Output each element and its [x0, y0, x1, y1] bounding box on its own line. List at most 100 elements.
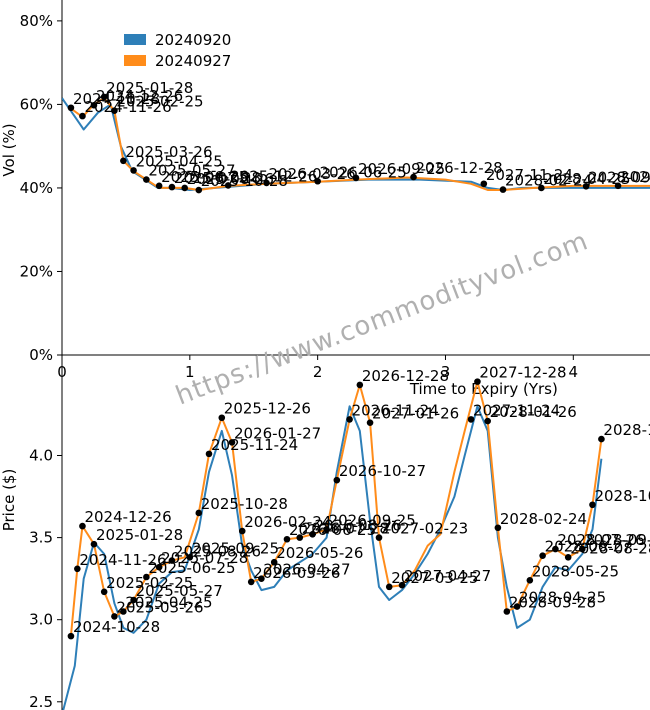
data-point-label: 2027-11-24	[473, 401, 560, 419]
data-point-label: 2028-02-24	[505, 172, 592, 190]
data-point-label: 2025-12-26	[230, 167, 317, 185]
data-point-label: 2026-07-28	[302, 520, 389, 538]
data-point	[168, 183, 176, 191]
data-point-label: 2028-06-27	[545, 538, 632, 556]
data-point	[589, 501, 596, 509]
data-point-label: 2028-04-25	[519, 589, 606, 607]
data-point-label: 2024-12-26	[84, 508, 171, 526]
data-point	[484, 417, 491, 425]
data-point-label: 2024-12-26	[96, 87, 183, 105]
y-tick-label: 40%	[20, 179, 53, 197]
data-point	[155, 182, 163, 190]
data-point	[238, 527, 246, 535]
data-point-label: 2024-10-28	[73, 618, 160, 636]
legend-swatch	[124, 34, 146, 45]
data-point	[270, 558, 278, 566]
data-point-label: 2027-11-24	[486, 166, 573, 184]
data-point-label: 2025-08-26	[187, 170, 274, 188]
y-tick-label: 3.5	[29, 529, 53, 547]
plot-area: 2024-10-28 2024-11-26 2024-12-262025-01-28…	[62, 364, 650, 710]
data-point-label: 2025-03-26	[116, 598, 203, 616]
data-point	[494, 524, 502, 532]
data-point-label: 2028-03-28	[509, 593, 596, 611]
data-point-label: 2026-12-28	[362, 367, 449, 385]
data-point	[385, 583, 393, 591]
data-point-label: 2026-05-26	[276, 544, 363, 562]
y-tick-label: 60%	[20, 95, 53, 113]
data-point	[578, 545, 586, 553]
data-point	[181, 184, 189, 192]
data-point-label: 2025-06-25	[161, 168, 248, 186]
data-point-label: 2025-07-28	[161, 549, 248, 567]
data-point	[155, 563, 163, 571]
data-point-label: 2026-09-25	[329, 511, 416, 529]
data-point-label: 2028-07-26	[557, 531, 644, 549]
data-point	[224, 182, 232, 189]
data-point	[90, 540, 98, 548]
data-point-label: 2027-02-23	[381, 520, 468, 538]
legend-label: 20240927	[155, 52, 231, 70]
data-point-label: 2028-05-25	[532, 562, 619, 580]
data-point	[375, 534, 383, 541]
data-point	[513, 603, 521, 610]
legend-swatch	[124, 55, 146, 66]
data-point-label: 2028-11-27	[603, 421, 650, 439]
data-point	[410, 173, 417, 181]
data-point-label: 2026-11-24	[352, 401, 439, 419]
data-point	[582, 182, 590, 190]
data-point	[333, 476, 341, 484]
data-point	[79, 112, 86, 120]
data-point-label: 2027-01-26	[372, 405, 459, 423]
data-point-label: 2025-01-28	[106, 79, 193, 97]
data-point	[205, 450, 213, 458]
data-point	[120, 608, 127, 615]
y-axis-label: Price ($)	[0, 469, 18, 532]
data-point	[195, 509, 203, 517]
data-point-label: 2025-12-26	[224, 400, 311, 418]
y-tick-label: 0%	[29, 346, 53, 364]
data-point-label: 2028-09-26	[584, 531, 650, 549]
data-point	[130, 596, 137, 604]
data-point	[309, 531, 316, 538]
data-point-label: 2026-06-25	[320, 163, 407, 181]
y-tick-label: 20%	[20, 262, 53, 280]
data-point	[480, 180, 488, 188]
data-point-label: 2025-02-25	[116, 93, 203, 111]
data-point	[74, 565, 81, 573]
data-point-label: 2026-10-27	[339, 462, 426, 480]
data-point	[499, 186, 507, 193]
data-point	[564, 554, 572, 561]
data-point	[90, 101, 98, 109]
data-point	[168, 557, 176, 564]
data-point	[67, 104, 75, 112]
data-point-label: 2028-01-26	[490, 403, 577, 421]
data-point	[143, 176, 150, 183]
data-point-label: 2027-03-25	[391, 569, 478, 587]
data-point-label: 2025-07-28	[174, 169, 261, 187]
data-point	[228, 439, 236, 446]
data-point	[614, 182, 622, 190]
data-point	[111, 107, 118, 114]
data-point	[552, 545, 559, 553]
data-point-label: 2025-09-25	[192, 539, 279, 557]
data-point-label: 2025-02-25	[106, 574, 193, 592]
y-tick-label: 3.0	[29, 611, 53, 629]
legend: 20240920 20240927	[124, 31, 231, 70]
data-point	[218, 414, 226, 422]
x-tick-label: 3	[441, 363, 451, 381]
data-point-label: 2025-01-28	[96, 526, 183, 544]
data-point	[67, 632, 75, 640]
data-point-label: 2025-04-25	[136, 152, 223, 170]
data-point	[503, 608, 511, 615]
price-chart: 2.5 3.0 3.5 4.0 Price ($) 2024-10-28 2024-11-2…	[0, 357, 650, 710]
data-point	[474, 378, 481, 385]
data-point-label: 2025-05-27	[136, 582, 223, 600]
y-tick-label: 2.5	[29, 693, 53, 710]
x-tick-label: 1	[185, 363, 195, 381]
data-point	[79, 522, 86, 530]
data-point-label: 2026-12-28	[416, 159, 503, 177]
data-point-label: 2026-09-25	[358, 160, 445, 178]
data-point	[323, 526, 330, 533]
